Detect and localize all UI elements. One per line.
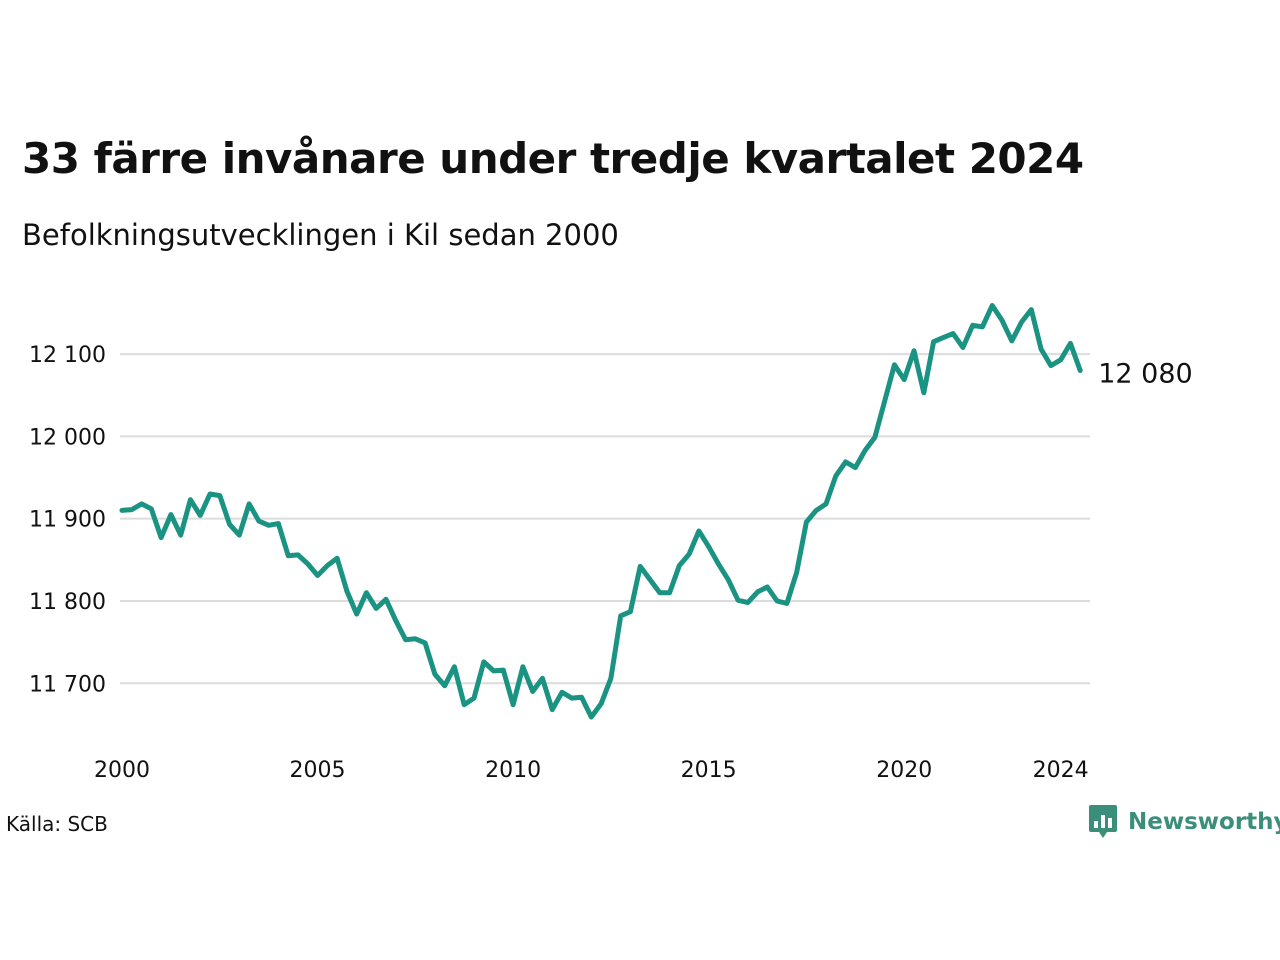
- end-value-label: 12 080: [1098, 359, 1192, 390]
- y-tick-label: 12 100: [29, 343, 106, 368]
- brand-logo: Newsworthy: [1088, 804, 1280, 840]
- chart-title: 33 färre invånare under tredje kvartalet…: [22, 134, 1084, 183]
- x-tick-label: 2000: [94, 758, 150, 783]
- x-tick-label: 2005: [290, 758, 346, 783]
- series-line-population: [119, 303, 1083, 720]
- source-note: Källa: SCB: [6, 812, 108, 836]
- x-tick-label: 2020: [876, 758, 932, 783]
- x-tick-label: 2024: [1033, 758, 1089, 783]
- y-tick-label: 11 800: [29, 590, 106, 615]
- x-axis-ticks: 2000 2005 2010 2015 2020 2024: [94, 758, 1089, 783]
- y-tick-label: 11 900: [29, 508, 106, 533]
- chart-subtitle: Befolkningsutvecklingen i Kil sedan 2000: [22, 218, 619, 252]
- y-axis-ticks: 11 700 11 800 11 900 12 000 12 100: [29, 343, 106, 697]
- x-tick-label: 2015: [681, 758, 737, 783]
- x-tick-label: 2010: [485, 758, 541, 783]
- y-tick-label: 12 000: [29, 425, 106, 450]
- chart-speech-bubble-icon: [1089, 805, 1117, 838]
- brand-name: Newsworthy: [1128, 809, 1280, 835]
- y-tick-label: 11 700: [29, 672, 106, 697]
- gridlines: [120, 353, 1090, 685]
